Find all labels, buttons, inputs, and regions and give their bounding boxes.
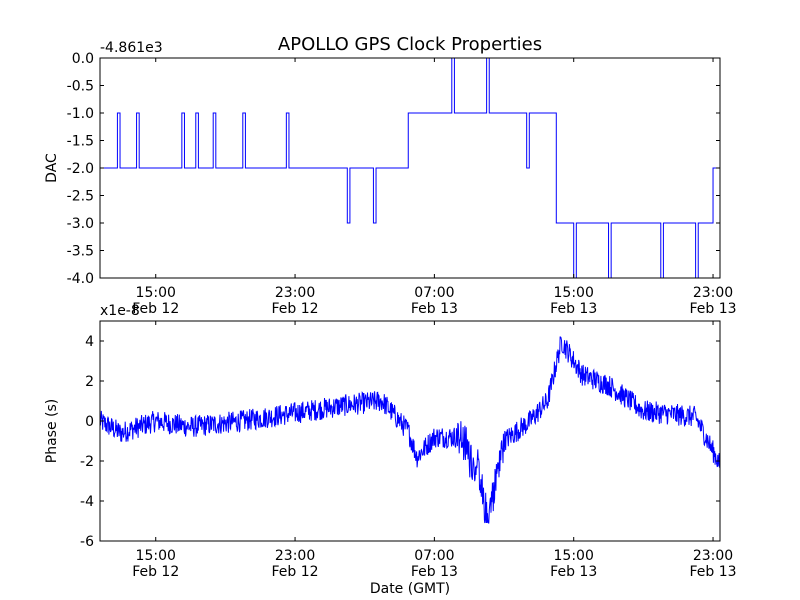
- x-tick-date-label: Feb 13: [411, 564, 458, 580]
- y-axis-label: DAC: [44, 153, 60, 183]
- y-tick-label: -6: [80, 534, 94, 550]
- x-tick-time-label: 15:00: [136, 285, 176, 301]
- phase-series-line: [99, 336, 721, 524]
- x-tick-date-label: Feb 12: [272, 564, 319, 580]
- y-tick-label: 0.0: [72, 51, 94, 67]
- x-tick-time-label: 07:00: [414, 285, 454, 301]
- x-tick-time-label: 23:00: [693, 548, 733, 564]
- y-tick-label: -1.0: [67, 106, 94, 122]
- x-tick-date-label: Feb 12: [272, 301, 319, 317]
- x-tick-time-label: 15:00: [554, 548, 594, 564]
- chart-title: APOLLO GPS Clock Properties: [278, 34, 542, 55]
- x-tick-date-label: Feb 12: [132, 301, 179, 317]
- dac-series-line: [100, 57, 720, 279]
- x-tick-time-label: 23:00: [693, 285, 733, 301]
- axes-frame: [99, 320, 721, 542]
- x-tick-date-label: Feb 13: [411, 301, 458, 317]
- x-tick-time-label: 23:00: [275, 285, 315, 301]
- x-tick-date-label: Feb 13: [690, 301, 737, 317]
- y-tick-label: -2: [80, 454, 94, 470]
- y-tick-label: -1.5: [67, 134, 94, 150]
- axis-offset-label: -4.861e3: [100, 40, 163, 56]
- y-axis-label: Phase (s): [44, 399, 60, 463]
- x-tick-date-label: Feb 12: [132, 564, 179, 580]
- y-tick-label: -2.0: [67, 161, 94, 177]
- x-tick-time-label: 15:00: [554, 285, 594, 301]
- y-tick-label: 2: [85, 374, 94, 390]
- y-tick-label: -3.5: [67, 244, 94, 260]
- x-axis-label: Date (GMT): [370, 581, 450, 597]
- y-tick-label: 4: [85, 334, 94, 350]
- y-tick-label: -4: [80, 494, 94, 510]
- x-tick-date-label: Feb 13: [550, 564, 597, 580]
- x-tick-date-label: Feb 13: [690, 564, 737, 580]
- x-tick-time-label: 15:00: [136, 548, 176, 564]
- y-tick-label: -3.0: [67, 216, 94, 232]
- dac-panel: 0.0 -0.5 -1.0 -1.5 -2.0 -2.5 -3.0 -3.5 -4.0 15:00…: [44, 40, 737, 317]
- y-tick-label: -4.0: [67, 271, 94, 287]
- x-tick-time-label: 23:00: [275, 548, 315, 564]
- x-tick-time-label: 07:00: [414, 548, 454, 564]
- axis-offset-label: x1e-8: [100, 303, 140, 319]
- y-tick-label: -0.5: [67, 79, 94, 95]
- x-tick-date-label: Feb 13: [550, 301, 597, 317]
- y-tick-label: -2.5: [67, 189, 94, 205]
- y-tick-label: 0: [85, 414, 94, 430]
